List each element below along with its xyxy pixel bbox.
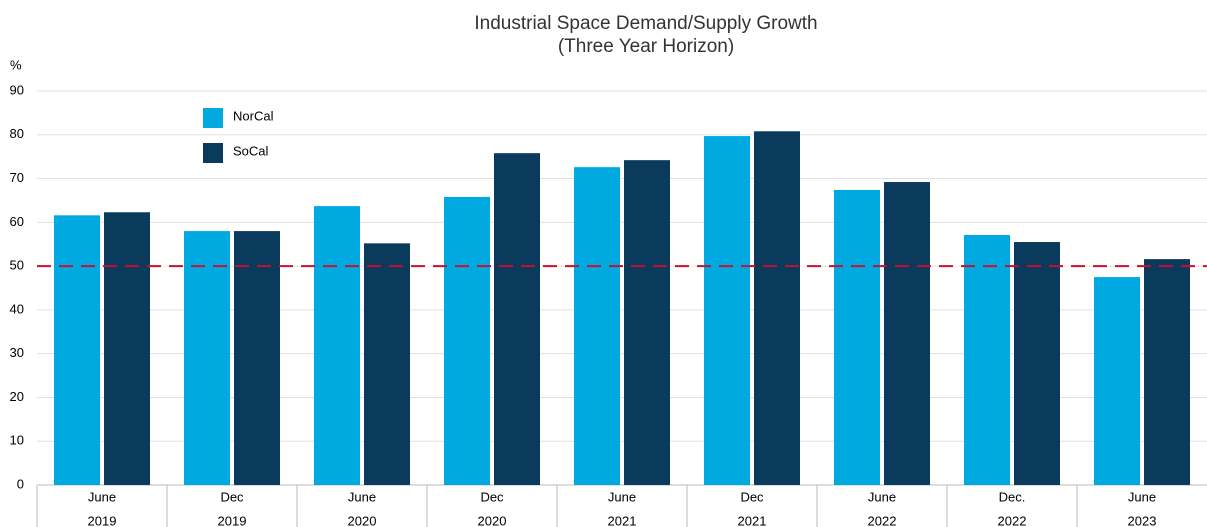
- bar: [624, 160, 670, 485]
- bar: [574, 167, 620, 485]
- y-unit: %: [10, 57, 22, 72]
- y-tick-label: 0: [17, 476, 24, 491]
- bar: [364, 243, 410, 485]
- bar: [234, 231, 280, 485]
- chart-title: Industrial Space Demand/Supply Growth: [474, 13, 817, 34]
- y-tick-label: 70: [10, 170, 24, 185]
- bar: [54, 215, 100, 485]
- x-tick-label: 2020: [348, 513, 377, 527]
- x-tick-label: 2019: [88, 513, 117, 527]
- bar: [834, 189, 880, 485]
- x-tick-label: Dec: [740, 489, 764, 504]
- legend-label: SoCal: [233, 143, 269, 158]
- x-tick-label: June: [1128, 489, 1156, 504]
- x-tick-label: 2021: [608, 513, 637, 527]
- bar: [754, 131, 800, 485]
- y-tick-label: 10: [10, 433, 24, 448]
- bar: [104, 212, 150, 485]
- bar: [964, 235, 1010, 485]
- y-tick-label: 60: [10, 214, 24, 229]
- bar: [184, 231, 230, 485]
- y-tick-label: 80: [10, 126, 24, 141]
- y-tick-label: 40: [10, 301, 24, 316]
- x-tick-label: 2023: [1128, 513, 1157, 527]
- bar: [494, 153, 540, 486]
- x-tick-label: 2021: [738, 513, 767, 527]
- bar: [704, 136, 750, 485]
- y-tick-label: 20: [10, 389, 24, 404]
- x-tick-label: June: [868, 489, 896, 504]
- x-tick-label: June: [88, 489, 116, 504]
- bar: [1014, 242, 1060, 485]
- x-tick-label: June: [608, 489, 636, 504]
- x-tick-label: Dec: [220, 489, 244, 504]
- y-tick-label: 50: [10, 258, 24, 273]
- bar: [884, 182, 930, 485]
- y-tick-label: 90: [10, 82, 24, 97]
- legend-swatch: [203, 143, 223, 163]
- x-tick-label: Dec: [480, 489, 504, 504]
- bar: [444, 196, 490, 486]
- chart-subtitle: (Three Year Horizon): [558, 36, 734, 57]
- bar: [1094, 277, 1140, 485]
- bar: [314, 206, 360, 485]
- x-tick-label: 2019: [218, 513, 247, 527]
- bar: [1144, 259, 1190, 485]
- y-tick-label: 30: [10, 345, 24, 360]
- legend-label: NorCal: [233, 108, 274, 123]
- x-tick-label: June: [348, 489, 376, 504]
- x-tick-label: 2022: [868, 513, 897, 527]
- x-tick-label: 2020: [478, 513, 507, 527]
- legend-swatch: [203, 108, 223, 128]
- x-tick-label: 2022: [998, 513, 1027, 527]
- x-tick-label: Dec.: [999, 489, 1026, 504]
